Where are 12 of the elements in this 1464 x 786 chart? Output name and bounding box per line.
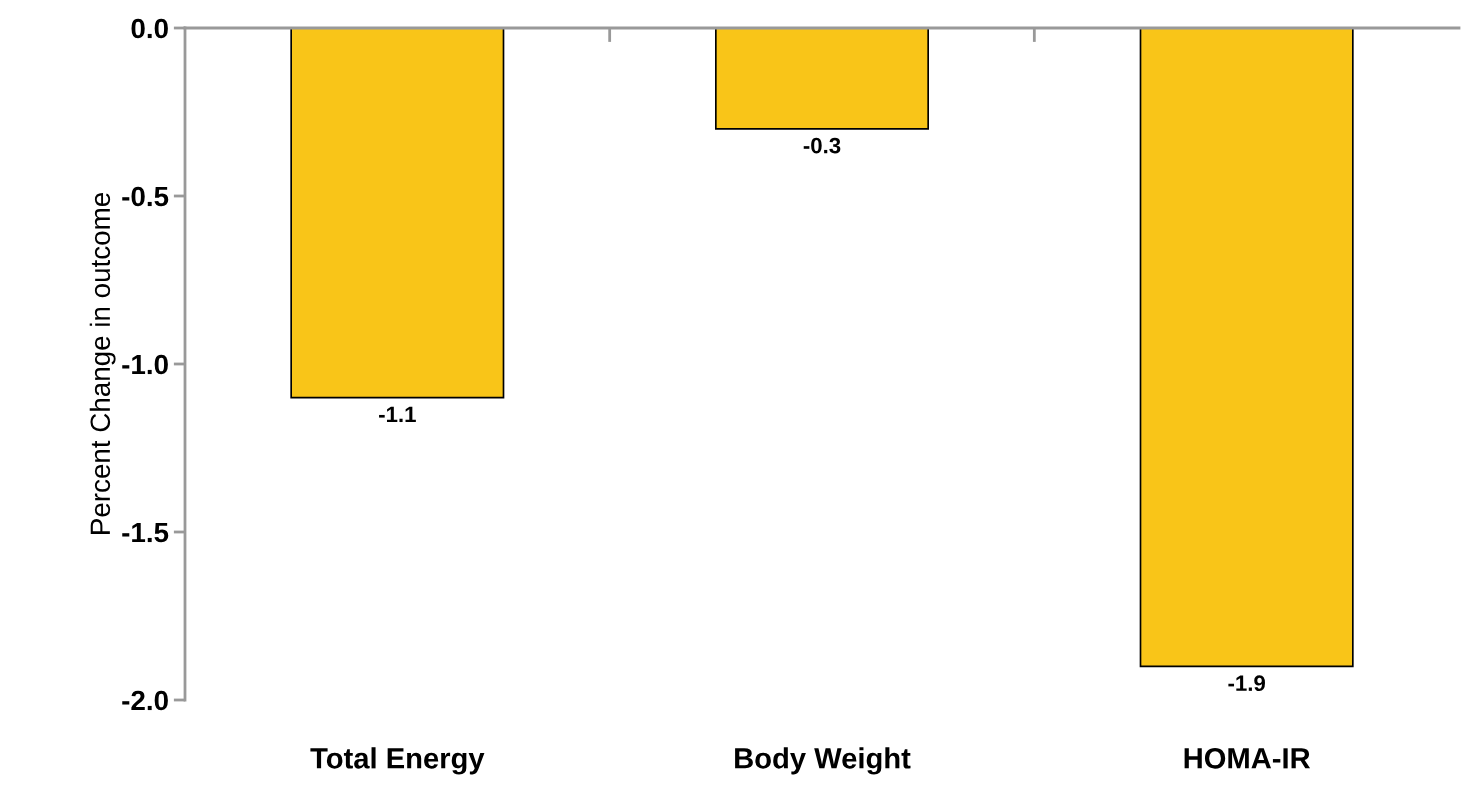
- data-label: -1.1: [379, 406, 416, 423]
- y-tick-label: -2.0: [122, 690, 168, 711]
- x-tick-label: Total Energy: [310, 747, 485, 775]
- y-tick-label: -1.0: [122, 354, 168, 375]
- x-tick-label: HOMA-IR: [1184, 747, 1311, 769]
- y-tick-label: -1.5: [122, 522, 169, 543]
- y-tick-label: -0.5: [122, 186, 169, 207]
- y-axis-title: Percent Change in outcome: [89, 193, 116, 534]
- data-label: -0.3: [803, 137, 841, 154]
- y-tick-label: 0.0: [131, 18, 168, 39]
- x-tick-label: Body Weight: [735, 747, 911, 775]
- data-label: -1.9: [1228, 675, 1265, 692]
